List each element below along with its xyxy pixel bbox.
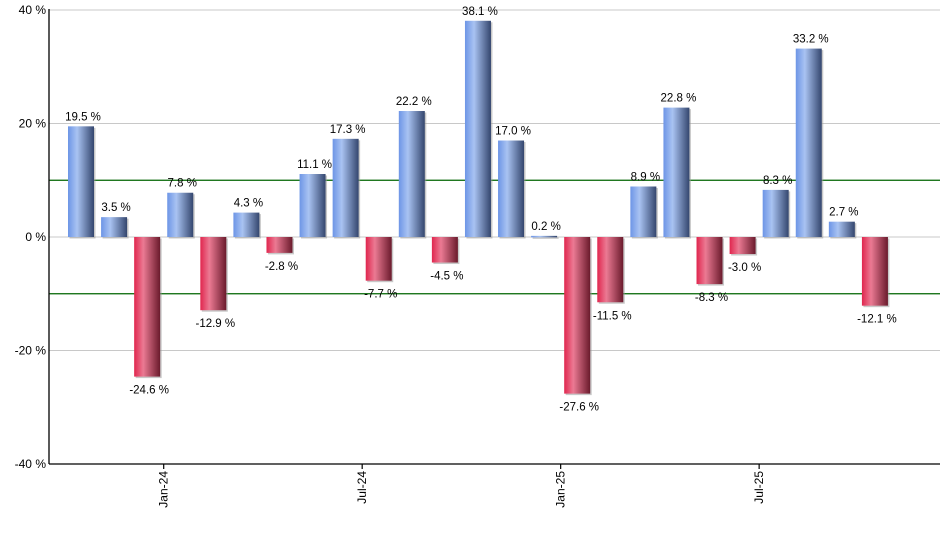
x-tick-label: Jan-24	[157, 471, 171, 508]
negative-bar	[200, 237, 227, 311]
y-tick-label: 40 %	[19, 3, 47, 17]
bar-value-label: 2.7 %	[829, 207, 858, 219]
bar-value-label: 7.8 %	[168, 178, 197, 190]
positive-bar	[663, 107, 690, 237]
bar-group: -7.7 %	[364, 237, 397, 301]
bar-value-label: -11.5 %	[593, 310, 632, 322]
bar-group: -8.3 %	[695, 237, 728, 304]
bar-group: 17.3 %	[330, 124, 366, 239]
bar-group: -4.5 %	[430, 237, 464, 283]
bar-group: 33.2 %	[793, 34, 829, 239]
bar-value-label: -24.6 %	[129, 385, 169, 397]
bar-group: 3.5 %	[101, 202, 131, 239]
gridlines	[49, 9, 940, 351]
bar-group: 19.5 %	[65, 111, 101, 239]
x-tick-label: Jan-25	[554, 471, 568, 508]
bar-group: 4.3 %	[233, 198, 263, 239]
bar-group: -12.9 %	[195, 237, 235, 330]
bar-group: -27.6 %	[559, 237, 599, 414]
axes	[48, 9, 940, 465]
bar-value-label: -12.9 %	[195, 318, 235, 330]
bar-value-label: 22.8 %	[661, 93, 697, 105]
bar-value-label: -4.5 %	[430, 271, 463, 283]
bar-group: 11.1 %	[297, 159, 332, 239]
bar-value-label: 33.2 %	[793, 34, 829, 46]
negative-bar	[266, 237, 293, 253]
positive-bar	[464, 20, 491, 237]
negative-bar	[696, 237, 723, 285]
y-tick-label: 20 %	[19, 117, 47, 131]
bar-value-label: 17.3 %	[330, 124, 366, 136]
bar-group: 8.3 %	[762, 175, 792, 239]
negative-bar	[861, 237, 888, 306]
bar-value-label: -3.0 %	[728, 262, 761, 274]
bar-group: 22.2 %	[396, 96, 432, 239]
positive-bar	[762, 189, 789, 237]
y-tick-label: 0 %	[25, 230, 46, 244]
bar-value-label: -12.1 %	[857, 314, 897, 326]
positive-bar	[531, 235, 558, 238]
bar-group: 22.8 %	[661, 93, 697, 239]
bar-group: -3.0 %	[728, 237, 761, 274]
positive-bar	[167, 192, 194, 237]
positive-bar	[332, 138, 359, 237]
bar-value-label: -8.3 %	[695, 292, 728, 304]
bar-value-label: -7.7 %	[364, 289, 397, 301]
positive-bar	[68, 126, 94, 237]
positive-bar	[630, 186, 657, 237]
bar-value-label: 3.5 %	[101, 202, 130, 214]
bar-value-label: -2.8 %	[265, 261, 298, 273]
positive-bar	[498, 140, 525, 237]
bar-group: -11.5 %	[593, 237, 632, 322]
bar-value-label: 0.2 %	[531, 221, 560, 233]
y-tick-label: -40 %	[15, 457, 47, 471]
negative-bar	[597, 237, 624, 303]
bar-group: -2.8 %	[265, 237, 298, 273]
bar-group: -12.1 %	[857, 237, 897, 326]
bar-value-label: 4.3 %	[234, 198, 263, 210]
y-tick-label: -20 %	[15, 344, 47, 358]
negative-bar	[431, 237, 458, 263]
positive-bar	[101, 217, 128, 237]
positive-bar	[299, 174, 326, 237]
bar-value-label: 8.3 %	[763, 175, 792, 187]
bar-value-label: 17.0 %	[495, 126, 531, 138]
x-tick-label: Jul-24	[355, 471, 369, 504]
bar-group: 2.7 %	[828, 207, 859, 239]
negative-bar	[365, 237, 392, 281]
bar-group: -24.6 %	[129, 237, 169, 397]
negative-bar	[729, 237, 756, 255]
positive-bar	[828, 221, 855, 237]
negative-bar	[134, 237, 161, 377]
bar-value-label: 38.1 %	[462, 6, 498, 18]
bar-value-label: 19.5 %	[65, 111, 101, 123]
bar-group: 38.1 %	[462, 6, 498, 239]
y-axis-labels: 40 % 20 % 0 % -20 % -40 %	[15, 3, 47, 471]
bar-group: 0.2 %	[531, 221, 561, 239]
negative-bar	[564, 237, 591, 394]
x-axis-labels: Jan-24 Jul-24 Jan-25 Jul-25	[157, 464, 766, 508]
bar-value-label: -27.6 %	[559, 402, 599, 414]
x-tick-label: Jul-25	[752, 471, 766, 504]
bar-value-label: 22.2 %	[396, 96, 432, 108]
positive-bar	[233, 212, 260, 237]
bar-value-label: 11.1 %	[297, 159, 332, 171]
bar-group: 8.9 %	[630, 171, 660, 239]
bars: 19.5 % 3.5 % -24.6 % 7.8 % -12.9 % 4.3 % -2.8 …	[65, 6, 897, 414]
positive-bar	[398, 111, 425, 237]
positive-bar	[795, 48, 822, 238]
bar-group: 17.0 %	[495, 126, 531, 239]
bar-group: 7.8 %	[167, 178, 197, 239]
reference-lines	[49, 179, 940, 295]
bar-value-label: 8.9 %	[631, 171, 660, 183]
